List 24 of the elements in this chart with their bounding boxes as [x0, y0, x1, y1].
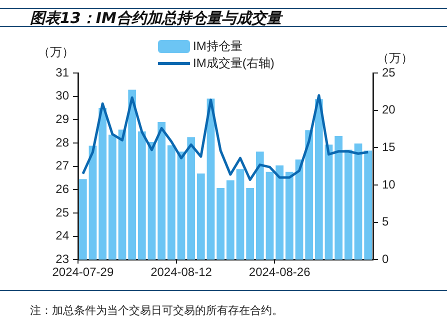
x-tick-label: 2024-07-29: [52, 265, 114, 280]
y2-tick-label: 10: [382, 177, 396, 192]
y2-tick-label: 25: [382, 65, 396, 80]
y-tick-label: 30: [56, 88, 70, 103]
y-tick-label: 26: [56, 182, 70, 196]
legend-label: IM成交量(右轴): [193, 55, 274, 72]
y-tick-label: 27: [56, 158, 70, 173]
x-tick-label: 2024-08-26: [248, 265, 311, 280]
y-tick-label: 29: [56, 112, 70, 126]
y2-axis-title: （万）: [377, 51, 413, 66]
y-tick-label: 23: [56, 252, 70, 266]
y2-tick-label: 20: [382, 102, 396, 117]
y2-tick-label: 5: [382, 214, 389, 229]
y-axis-title: （万）: [38, 45, 74, 60]
y-tick-label: 24: [56, 228, 70, 243]
text: 注：加总条件为当个交易日可交易的所有存在合约。: [30, 303, 284, 318]
chart-title: 图表13：IM合约加总持仓量与成交量: [0, 8, 447, 27]
y-tick-label: 31: [56, 65, 70, 80]
y2-tick-label: 0: [382, 252, 389, 266]
legend-label: IM持仓量: [193, 38, 242, 55]
y2-tick-label: 15: [382, 140, 396, 154]
x-tick-label: 2024-08-12: [150, 265, 212, 280]
y-tick-label: 25: [56, 205, 70, 220]
y-tick-label: 28: [56, 135, 70, 150]
